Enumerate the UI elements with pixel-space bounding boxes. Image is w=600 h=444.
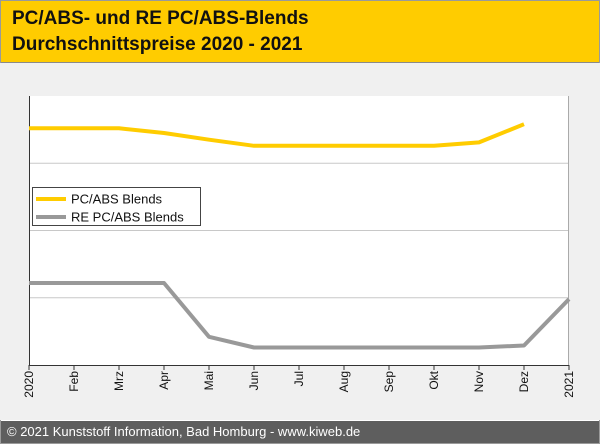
x-tick-label: Okt: [427, 370, 441, 389]
x-tick-label: Aug: [337, 371, 351, 392]
chart-header: PC/ABS- und RE PC/ABS-Blends Durchschnit…: [1, 1, 599, 63]
x-tick-label: Apr: [157, 371, 171, 390]
legend-label: PC/ABS Blends: [71, 192, 163, 207]
series-line-2: [29, 281, 571, 350]
x-tick-label: Mai: [202, 371, 216, 390]
chart-subtitle: Durchschnittspreise 2020 - 2021: [12, 34, 303, 55]
legend-box: [32, 187, 201, 226]
x-tick-label: Nov: [472, 371, 486, 392]
x-tick-label: Jul: [292, 371, 306, 386]
line-chart: 2020 Feb Mrz Apr Mai Jun Jul Aug Sep Okt Nov Dez 202…: [22, 96, 576, 398]
plot-area: 2020 Feb Mrz Apr Mai Jun Jul Aug Sep Okt Nov Dez 202…: [0, 63, 600, 420]
copyright-text: © 2021 Kunststoff Information, Bad Hombu…: [7, 424, 361, 439]
x-tick-label: 2021: [562, 371, 576, 398]
x-tick-label: 2020: [22, 371, 36, 398]
footer-bar: © 2021 Kunststoff Information, Bad Hombu…: [1, 421, 599, 443]
legend-label: RE PC/ABS Blends: [71, 210, 184, 225]
series-line-1: [29, 122, 525, 148]
x-tick-label: Sep: [382, 371, 396, 393]
x-tick-label: Mrz: [112, 371, 126, 391]
x-tick-label: Dez: [517, 371, 531, 392]
x-tick-label: Jun: [247, 371, 261, 390]
chart-title: PC/ABS- und RE PC/ABS-Blends: [12, 8, 309, 29]
x-tick-label: Feb: [67, 371, 81, 392]
